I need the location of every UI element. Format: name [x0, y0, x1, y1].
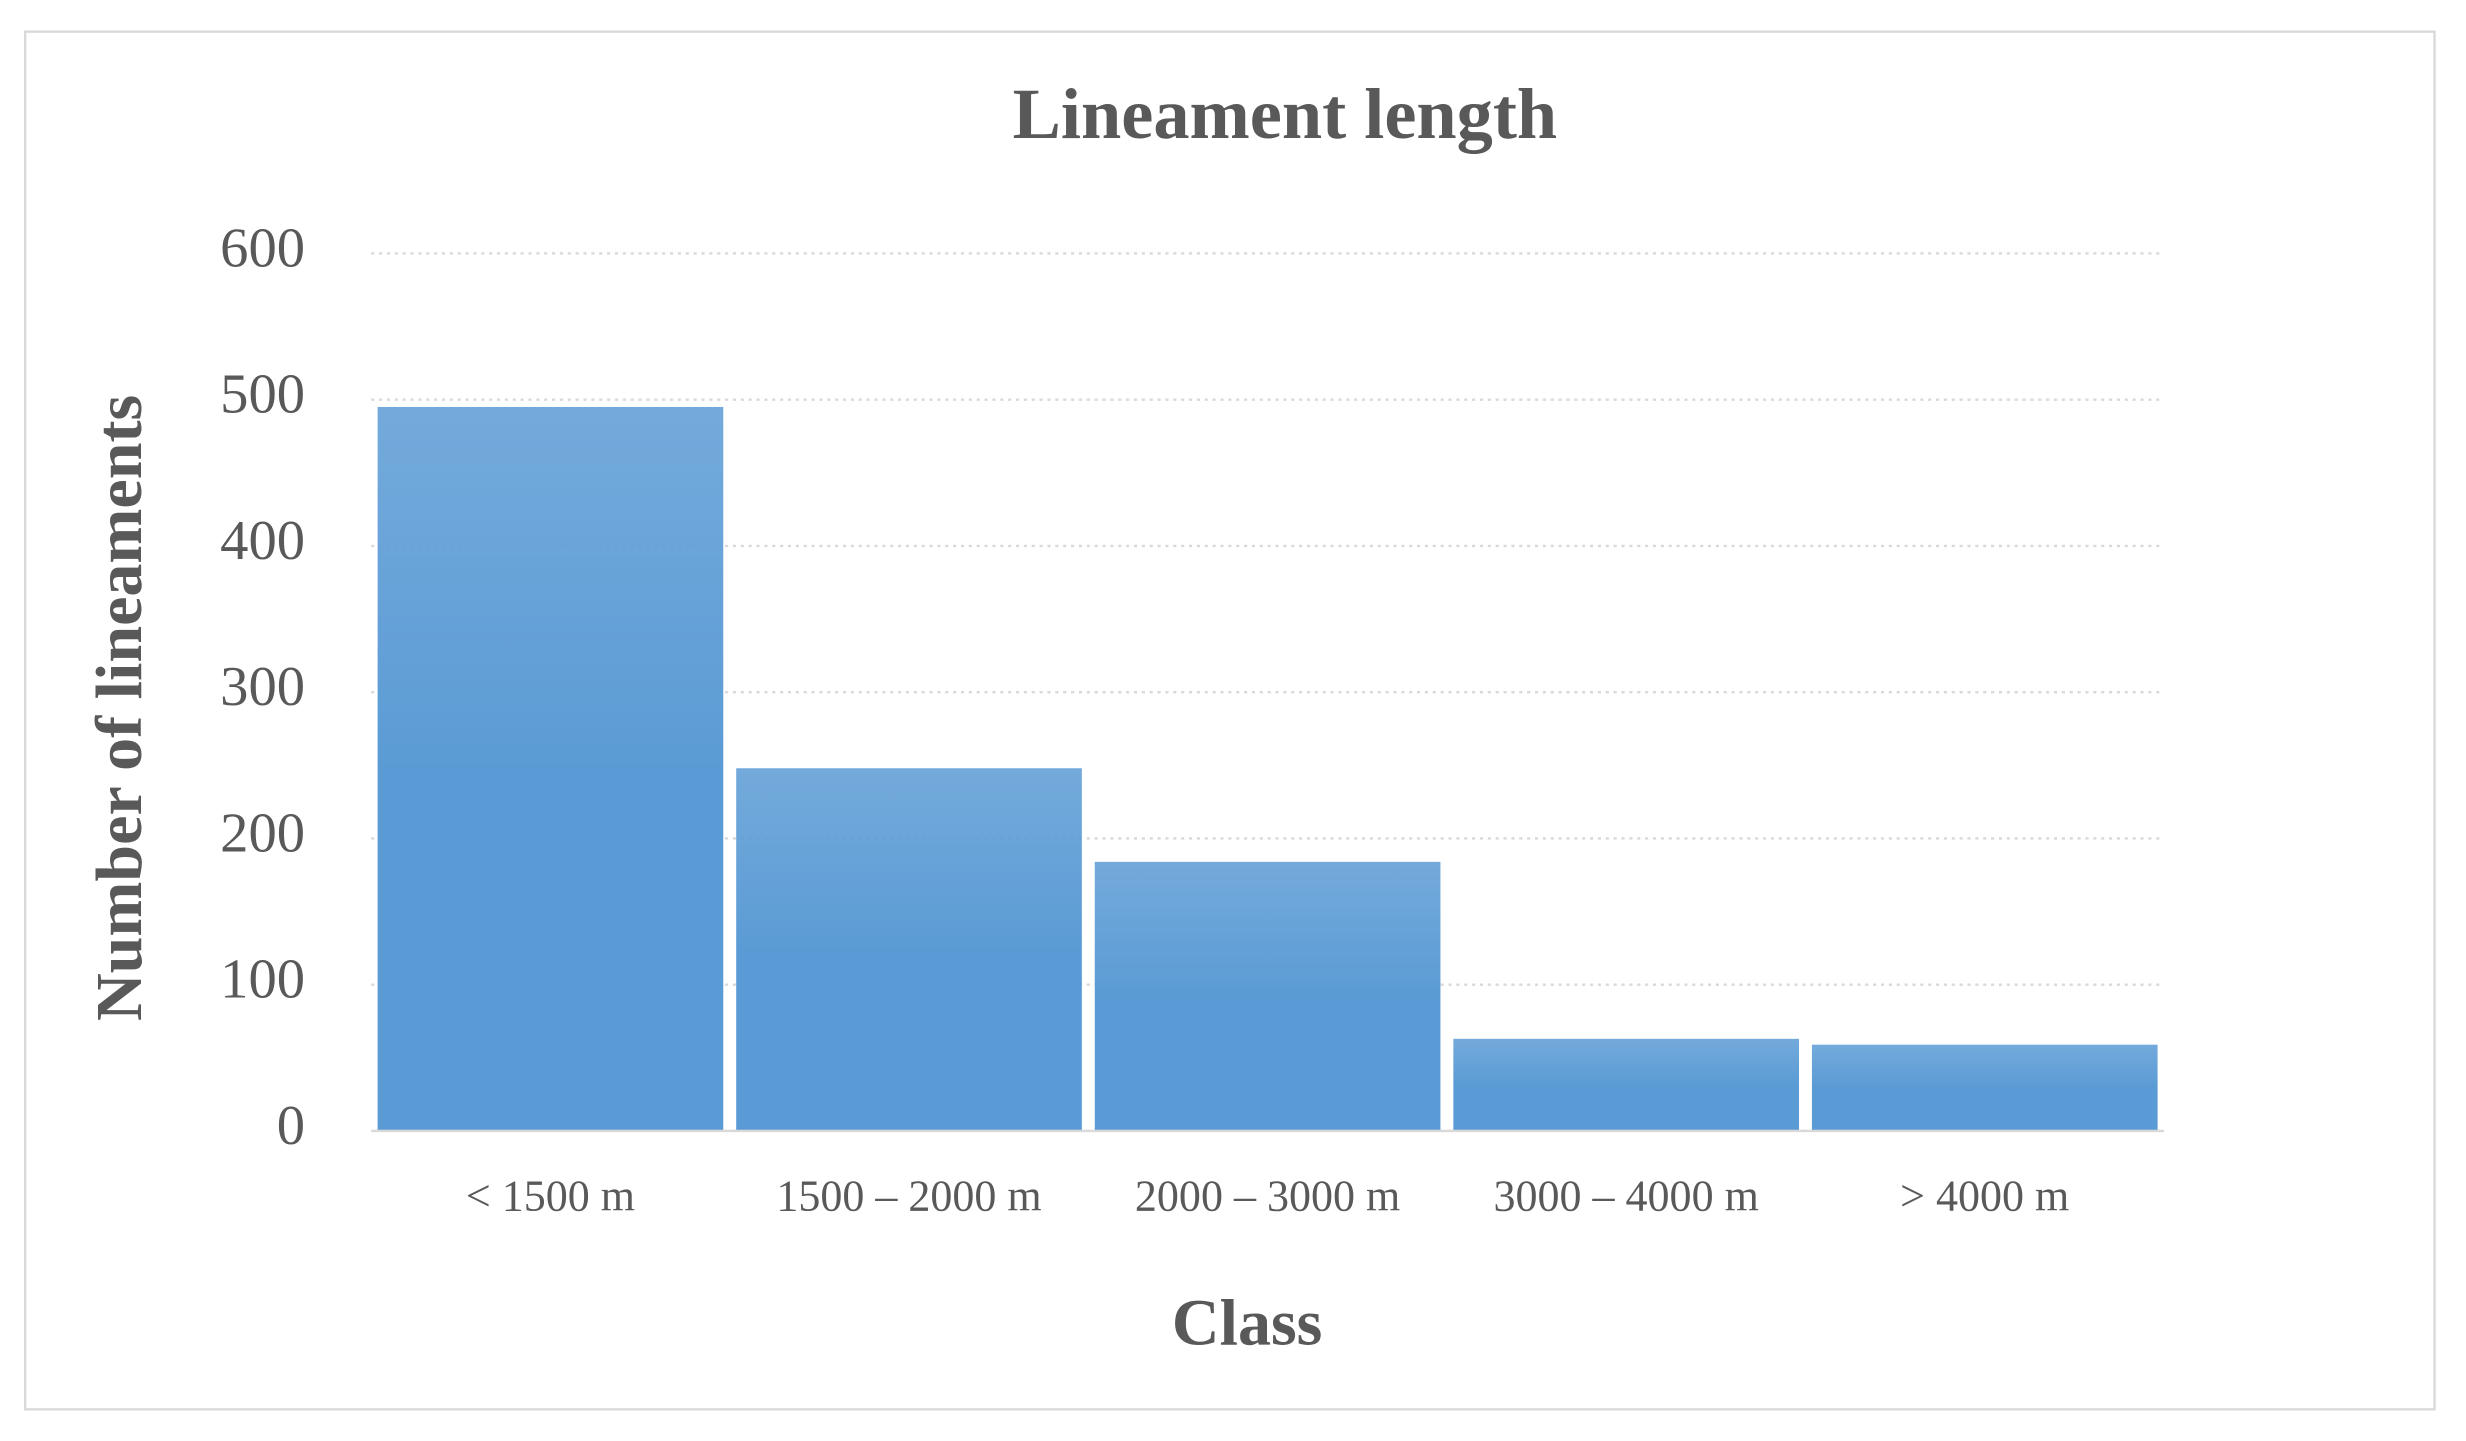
- y-tick-label: 600: [220, 217, 305, 279]
- x-tick-label: 1500 – 2000 m: [776, 1171, 1041, 1220]
- x-tick-label: < 1500 m: [466, 1171, 635, 1220]
- bar: [1094, 861, 1441, 1131]
- x-axis-label: Class: [1172, 1286, 1322, 1359]
- y-tick-label: 400: [220, 510, 305, 572]
- bar: [736, 768, 1082, 1131]
- bar: [1453, 1038, 1800, 1131]
- y-tick-label: 0: [277, 1095, 305, 1157]
- bar: [1811, 1044, 2158, 1131]
- x-tick-label: 2000 – 3000 m: [1135, 1171, 1400, 1220]
- y-tick-label: 200: [220, 802, 305, 864]
- y-tick-label: 100: [220, 949, 305, 1011]
- y-axis-label: Number of lineaments: [83, 395, 156, 1021]
- x-tick-label: > 4000 m: [1900, 1171, 2069, 1220]
- y-tick-label: 500: [220, 364, 305, 426]
- chart-title: Lineament length: [1013, 74, 1557, 154]
- x-tick-label: 3000 – 4000 m: [1494, 1171, 1759, 1220]
- bar: [377, 406, 724, 1131]
- y-tick-label: 300: [220, 656, 305, 718]
